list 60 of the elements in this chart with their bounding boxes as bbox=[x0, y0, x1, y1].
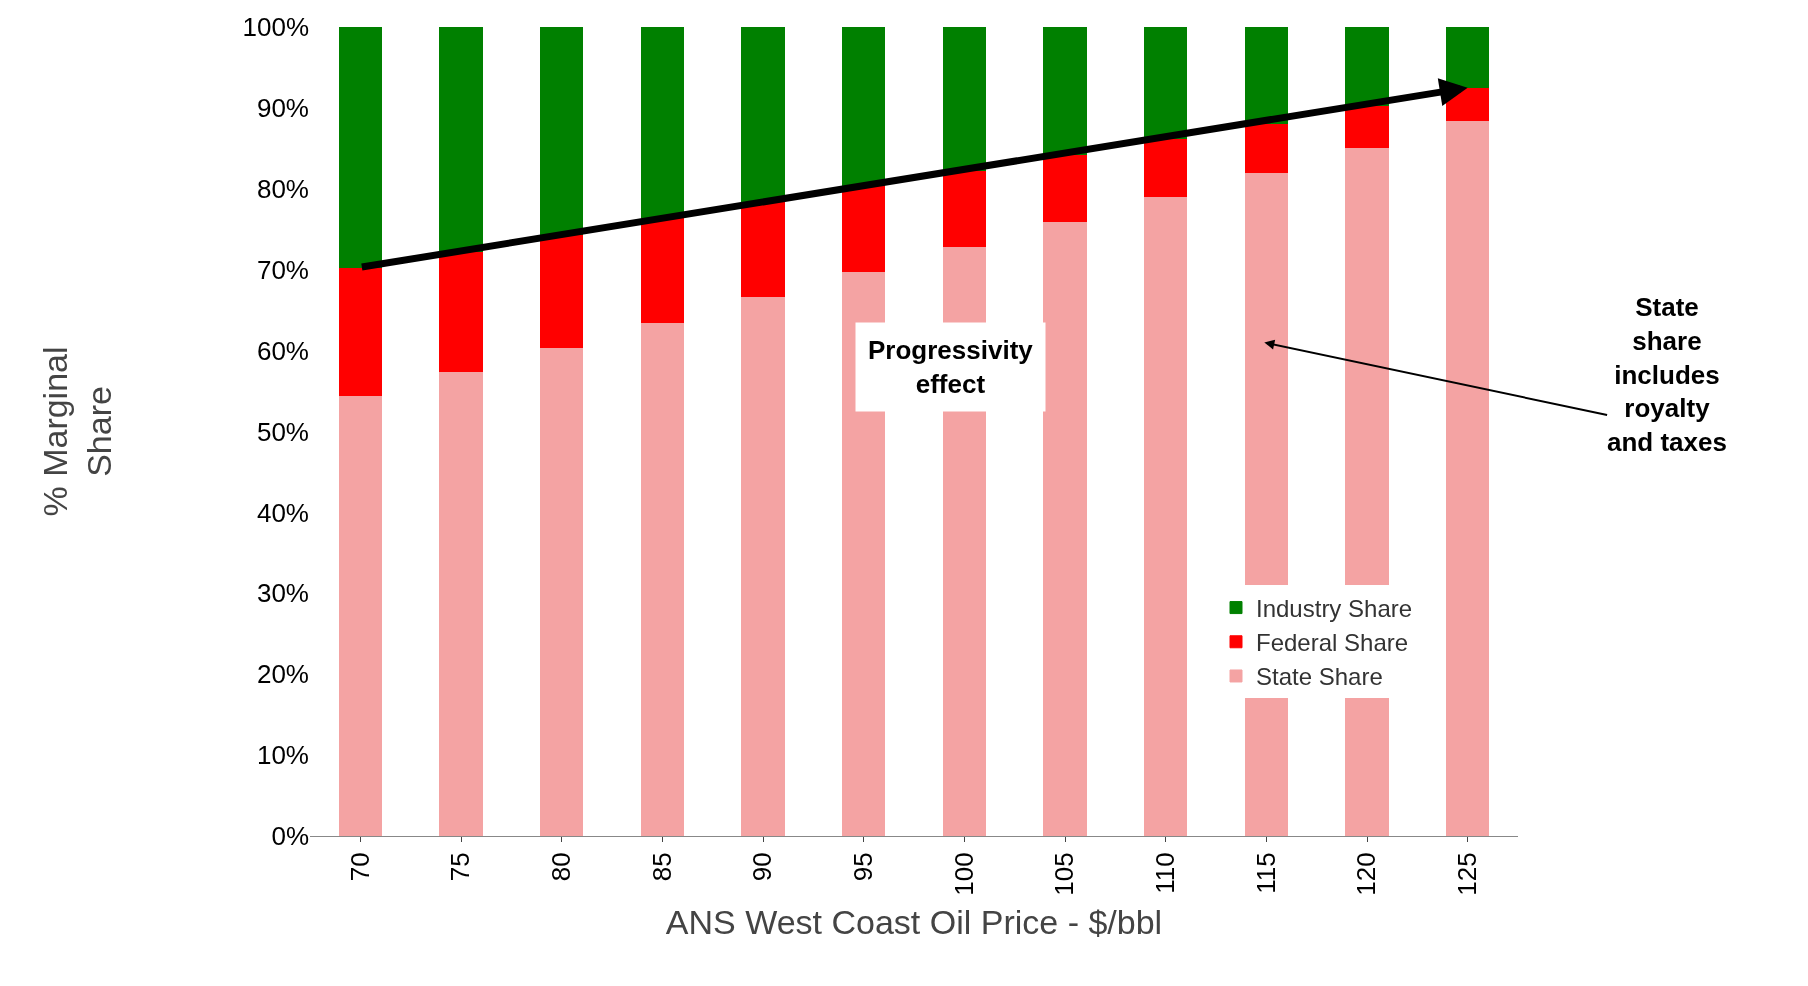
legend-label: Federal Share bbox=[1256, 629, 1409, 657]
bar bbox=[439, 27, 483, 252]
bar bbox=[1043, 154, 1087, 223]
bar bbox=[540, 346, 584, 836]
y-tick-label: 50% bbox=[256, 416, 309, 447]
bar bbox=[1144, 196, 1188, 836]
bar bbox=[439, 371, 483, 836]
bar bbox=[338, 266, 382, 397]
y-tick-label: 30% bbox=[256, 578, 309, 609]
x-tick-label: 115 bbox=[1250, 852, 1281, 894]
x-tick-label: 105 bbox=[1049, 852, 1080, 896]
bar bbox=[1144, 27, 1188, 140]
x-tick-label: 120 bbox=[1351, 852, 1382, 896]
bar bbox=[439, 250, 483, 373]
y-tick-label: 10% bbox=[256, 740, 309, 771]
x-tick-label: 70 bbox=[344, 852, 375, 882]
bar bbox=[640, 216, 684, 323]
bar bbox=[741, 27, 785, 203]
y-tick-label: 0% bbox=[271, 821, 309, 852]
bar bbox=[741, 201, 785, 297]
x-tick-label: 100 bbox=[948, 852, 979, 896]
bar bbox=[842, 185, 886, 272]
legend-label: State Share bbox=[1256, 663, 1383, 691]
x-tick-label: 75 bbox=[445, 852, 476, 882]
bar bbox=[540, 234, 584, 348]
y-axis-title: % Marginal Share bbox=[35, 346, 119, 517]
bar bbox=[1144, 138, 1188, 198]
x-tick-label: 110 bbox=[1150, 852, 1181, 894]
x-tick-label: 125 bbox=[1452, 852, 1483, 896]
bar bbox=[640, 321, 684, 836]
x-tick-label: 95 bbox=[848, 852, 879, 882]
bar bbox=[1043, 27, 1087, 156]
bar bbox=[942, 27, 986, 171]
bar bbox=[1446, 120, 1490, 836]
bar bbox=[741, 295, 785, 836]
y-tick-label: 40% bbox=[256, 497, 309, 528]
y-tick-label: 80% bbox=[256, 173, 309, 204]
bar bbox=[338, 395, 382, 836]
x-tick-label: 85 bbox=[646, 852, 677, 882]
x-tick-label: 90 bbox=[747, 852, 778, 882]
annotation: Progressivity effect bbox=[868, 335, 1034, 399]
bar bbox=[1244, 27, 1288, 124]
legend-label: Industry Share bbox=[1256, 594, 1413, 622]
bar bbox=[942, 169, 986, 247]
bar bbox=[1043, 221, 1087, 836]
text: State share includes royalty and taxes bbox=[1607, 292, 1727, 458]
y-tick-label: 60% bbox=[256, 335, 309, 366]
y-tick-label: 100% bbox=[242, 12, 309, 43]
bar bbox=[1345, 104, 1389, 149]
bar bbox=[1244, 122, 1288, 174]
x-tick-label: 80 bbox=[546, 852, 577, 882]
y-tick-label: 70% bbox=[256, 254, 309, 285]
x-axis-title: ANS West Coast Oil Price - $/bbl bbox=[665, 903, 1163, 942]
bar bbox=[640, 27, 684, 218]
bar bbox=[842, 27, 886, 187]
bar bbox=[1345, 27, 1389, 106]
y-tick-label: 20% bbox=[256, 659, 309, 690]
y-tick-label: 90% bbox=[256, 93, 309, 123]
bar bbox=[540, 27, 584, 236]
bar bbox=[338, 27, 382, 268]
